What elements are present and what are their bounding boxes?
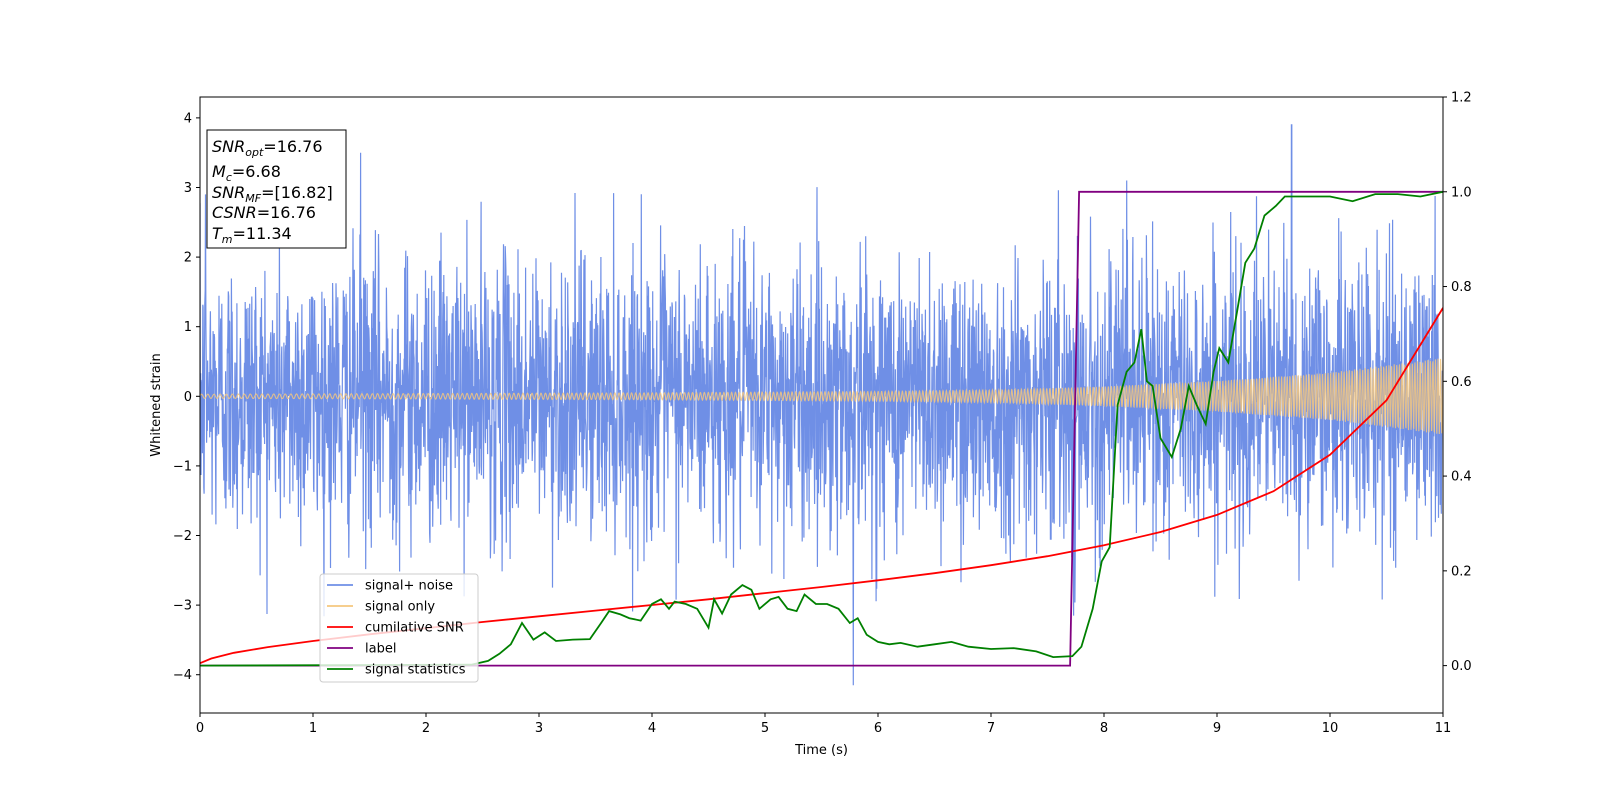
y2-tick-label: 0.0 bbox=[1451, 659, 1472, 674]
y-axis-label: Whitened strain bbox=[149, 353, 164, 456]
y-tick-label: 1 bbox=[184, 320, 192, 335]
y-tick-label: 0 bbox=[184, 390, 192, 405]
plot-area bbox=[200, 124, 1443, 686]
x-tick-label: 9 bbox=[1213, 721, 1221, 736]
legend-label: signal only bbox=[365, 600, 435, 615]
info-box: SNRopt=16.76 Mc=6.68SNRMF=[16.82]CSNR=16.… bbox=[206, 129, 347, 249]
info-box-frame bbox=[206, 129, 347, 249]
legend-label: signal+ noise bbox=[365, 579, 453, 594]
legend-frame bbox=[319, 573, 479, 683]
x-tick-label: 3 bbox=[535, 721, 543, 736]
y2-tick-label: 0.2 bbox=[1451, 564, 1472, 579]
info-line: SNRopt=16.76 bbox=[212, 137, 323, 159]
x-tick-label: 7 bbox=[987, 721, 995, 736]
y-tick-label: 4 bbox=[184, 111, 192, 126]
y-tick-label: −1 bbox=[173, 459, 192, 474]
y2-tick-label: 0.4 bbox=[1451, 470, 1472, 485]
tick-layer: 0 1 2 3 4 5 6 7 8 9 10 11 −4 −3 −2 −1 0 1 2 3 4 0.0 0.2 0.4 0.6 0… bbox=[173, 91, 1472, 737]
y2-tick-label: 1.0 bbox=[1451, 185, 1472, 200]
y2-tick-label: 0.8 bbox=[1451, 280, 1472, 295]
info-line: Mc=6.68 bbox=[212, 162, 281, 184]
info-line: SNRMF=[16.82] bbox=[212, 183, 333, 205]
y2-tick-label: 1.2 bbox=[1451, 91, 1472, 106]
y-tick-label: −2 bbox=[173, 529, 192, 544]
y-tick-label: 2 bbox=[184, 251, 192, 266]
series-cumilative-snr bbox=[200, 307, 1443, 665]
info-line: Tm=11.34 bbox=[212, 224, 292, 246]
x-tick-label: 8 bbox=[1100, 721, 1108, 736]
y-tick-label: 3 bbox=[184, 181, 192, 196]
legend-label: signal statistics bbox=[365, 663, 466, 678]
series-signal-statistics bbox=[200, 190, 1443, 667]
x-tick-label: 0 bbox=[196, 721, 204, 736]
x-axis-label: Time (s) bbox=[794, 743, 848, 758]
legend-label: label bbox=[365, 642, 396, 657]
legend-label: cumilative SNR bbox=[365, 621, 464, 636]
x-tick-label: 4 bbox=[648, 721, 656, 736]
legend: signal+ noise signal only cumilative SNR la… bbox=[319, 573, 479, 683]
y-tick-label: −4 bbox=[173, 668, 192, 683]
info-line: CSNR=16.76 bbox=[212, 203, 316, 222]
axes-frame bbox=[199, 96, 1444, 714]
x-tick-label: 6 bbox=[874, 721, 882, 736]
series-label bbox=[200, 190, 1443, 667]
x-tick-label: 5 bbox=[761, 721, 769, 736]
x-tick-label: 1 bbox=[309, 721, 317, 736]
x-tick-label: 10 bbox=[1322, 721, 1339, 736]
y2-tick-label: 0.6 bbox=[1451, 375, 1472, 390]
x-tick-label: 2 bbox=[422, 721, 430, 736]
series-signal-only bbox=[200, 358, 1443, 435]
y-tick-label: −3 bbox=[173, 599, 192, 614]
series-signal-noise bbox=[200, 124, 1443, 686]
x-tick-label: 11 bbox=[1435, 721, 1452, 736]
